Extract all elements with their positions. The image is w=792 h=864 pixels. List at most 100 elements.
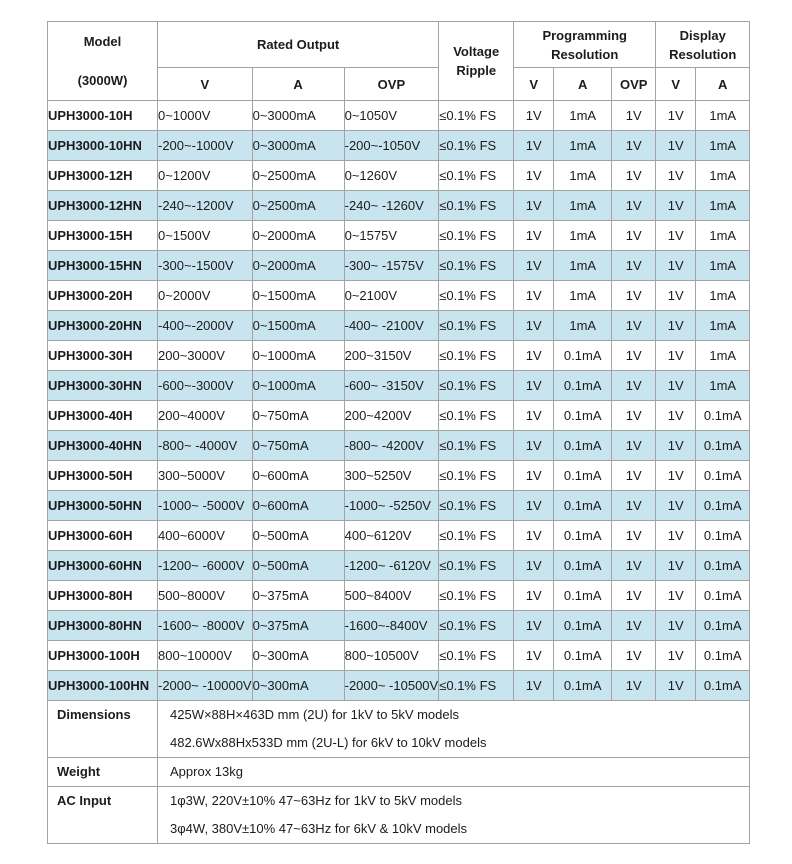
- cell-da: 1mA: [695, 160, 751, 191]
- cell-da: 0.1mA: [695, 520, 751, 551]
- subheader-prog-v: V: [513, 67, 555, 101]
- cell-pa: 0.1mA: [553, 490, 613, 521]
- cell-ovp: -600~ -3150V: [343, 370, 440, 401]
- cell-ovp: -1000~ -5250V: [343, 490, 440, 521]
- cell-da: 1mA: [695, 340, 751, 371]
- cell-pv: 1V: [513, 160, 555, 191]
- cell-dv: 1V: [655, 400, 697, 431]
- cell-dv: 1V: [655, 580, 697, 611]
- cell-ripple: ≤0.1% FS: [438, 160, 515, 191]
- cell-pv: 1V: [513, 370, 555, 401]
- cell-ripple: ≤0.1% FS: [438, 430, 515, 461]
- cell-ripple: ≤0.1% FS: [438, 100, 515, 131]
- ac-input-label-text: AC Input: [57, 793, 112, 808]
- subheader-disp-v: V: [655, 67, 697, 101]
- weight-label-text: Weight: [57, 764, 101, 779]
- cell-pa: 0.1mA: [553, 610, 613, 641]
- cell-v: 0~2000V: [157, 280, 253, 311]
- header-programming-line2: Resolution: [551, 46, 619, 62]
- cell-v: 800~10000V: [157, 640, 253, 671]
- cell-model: UPH3000-100H: [47, 640, 158, 671]
- cell-ovp: 0~1260V: [343, 160, 440, 191]
- header-row-1: Model (3000W) Rated Output Voltage Rippl…: [47, 21, 751, 101]
- cell-model: UPH3000-60H: [47, 520, 158, 551]
- cell-ripple: ≤0.1% FS: [438, 220, 515, 251]
- dimensions-label: Dimensions: [47, 700, 158, 758]
- cell-pa: 0.1mA: [553, 460, 613, 491]
- cell-pv: 1V: [513, 490, 555, 521]
- header-voltage-ripple-line1: Voltage: [453, 44, 500, 59]
- table-row: UPH3000-40HN -800~ -4000V 0~750mA -800~ -42…: [47, 430, 751, 461]
- cell-dv: 1V: [655, 640, 697, 671]
- cell-dv: 1V: [655, 670, 697, 701]
- cell-v: -600~-3000V: [157, 370, 253, 401]
- cell-povp: 1V: [611, 520, 657, 551]
- cell-da: 1mA: [695, 280, 751, 311]
- cell-da: 1mA: [695, 220, 751, 251]
- cell-pv: 1V: [513, 460, 555, 491]
- table-row: UPH3000-12HN -240~-1200V 0~2500mA -240~ -12…: [47, 190, 751, 221]
- cell-ovp: -1200~ -6120V: [343, 550, 440, 581]
- cell-model: UPH3000-100HN: [47, 670, 158, 701]
- table-header: Model (3000W) Rated Output Voltage Rippl…: [47, 21, 751, 101]
- cell-povp: 1V: [611, 280, 657, 311]
- header-row-2: V A OVP V A OVP V A: [48, 67, 751, 101]
- subheader-disp-a: A: [695, 67, 751, 101]
- cell-da: 1mA: [695, 370, 751, 401]
- cell-model: UPH3000-15HN: [47, 250, 158, 281]
- cell-a: 0~750mA: [251, 430, 345, 461]
- subheader-rated-v: V: [157, 67, 253, 101]
- cell-dv: 1V: [655, 370, 697, 401]
- cell-ovp: 0~1575V: [343, 220, 440, 251]
- cell-model: UPH3000-60HN: [47, 550, 158, 581]
- header-programming-resolution: Programming Resolution: [513, 21, 657, 68]
- cell-povp: 1V: [611, 490, 657, 521]
- table-row: UPH3000-80H 500~8000V 0~375mA 500~8400V ≤0.1…: [47, 580, 751, 611]
- cell-povp: 1V: [611, 250, 657, 281]
- table-row: UPH3000-10H 0~1000V 0~3000mA 0~1050V ≤0.1% F…: [47, 100, 751, 131]
- cell-pv: 1V: [513, 610, 555, 641]
- cell-model: UPH3000-15H: [47, 220, 158, 251]
- header-programming-line1: Programming: [542, 27, 627, 43]
- cell-da: 0.1mA: [695, 400, 751, 431]
- header-model-line1: Model: [83, 34, 122, 49]
- dimensions-line-2: 482.6Wx88Hx533D mm (2U-L) for 6kV to 10k…: [170, 735, 487, 750]
- cell-a: 0~600mA: [251, 490, 345, 521]
- header-voltage-ripple-line2: Ripple: [456, 63, 497, 78]
- cell-model: UPH3000-80H: [47, 580, 158, 611]
- table-row: UPH3000-15HN -300~-1500V 0~2000mA -300~ -15…: [47, 250, 751, 281]
- cell-ripple: ≤0.1% FS: [438, 640, 515, 671]
- cell-ripple: ≤0.1% FS: [438, 610, 515, 641]
- cell-a: 0~375mA: [251, 580, 345, 611]
- dimensions-label-text: Dimensions: [57, 707, 131, 722]
- cell-pa: 1mA: [553, 310, 613, 341]
- ac-input-value: 1φ3W, 220V±10% 47~63Hz for 1kV to 5kV mo…: [156, 786, 751, 844]
- table-footer: Dimensions 425W×88H×463D mm (2U) for 1kV…: [47, 700, 751, 844]
- cell-ripple: ≤0.1% FS: [438, 370, 515, 401]
- cell-pv: 1V: [513, 340, 555, 371]
- cell-v: -200~-1000V: [157, 130, 253, 161]
- cell-pa: 0.1mA: [553, 370, 613, 401]
- cell-ovp: 200~4200V: [343, 400, 440, 431]
- cell-v: -800~ -4000V: [157, 430, 253, 461]
- cell-povp: 1V: [611, 430, 657, 461]
- cell-povp: 1V: [611, 400, 657, 431]
- cell-pa: 0.1mA: [553, 550, 613, 581]
- cell-ripple: ≤0.1% FS: [438, 460, 515, 491]
- table-row: UPH3000-60H 400~6000V 0~500mA 400~6120V ≤0.1…: [47, 520, 751, 551]
- spec-table: Model (3000W) Rated Output Voltage Rippl…: [47, 21, 751, 844]
- cell-pv: 1V: [513, 130, 555, 161]
- table-row: UPH3000-10HN -200~-1000V 0~3000mA -200~-105…: [47, 130, 751, 161]
- table-row: UPH3000-60HN -1200~ -6000V 0~500mA -1200~ -…: [47, 550, 751, 581]
- cell-ovp: -200~-1050V: [343, 130, 440, 161]
- cell-dv: 1V: [655, 250, 697, 281]
- cell-ovp: -800~ -4200V: [343, 430, 440, 461]
- cell-dv: 1V: [655, 430, 697, 461]
- table-row: UPH3000-40H 200~4000V 0~750mA 200~4200V ≤0.1…: [47, 400, 751, 431]
- header-rated-output: Rated Output: [156, 21, 440, 68]
- cell-pv: 1V: [513, 430, 555, 461]
- cell-pv: 1V: [513, 520, 555, 551]
- table-row: UPH3000-100HN -2000~ -10000V 0~300mA -2000~…: [47, 670, 751, 701]
- cell-a: 0~600mA: [251, 460, 345, 491]
- cell-v: -1000~ -5000V: [157, 490, 253, 521]
